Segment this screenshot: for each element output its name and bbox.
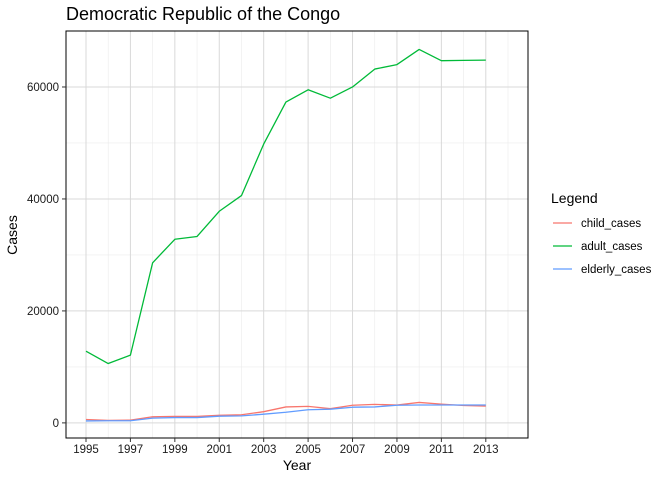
y-axis-title: Cases	[4, 215, 20, 255]
plot-area	[66, 31, 528, 438]
x-tick-label: 2005	[295, 444, 321, 456]
panel-border	[65, 30, 529, 439]
plot-background	[66, 31, 528, 438]
y-axis: 0 20000 40000 60000	[27, 82, 66, 430]
y-tick-label: 40000	[27, 194, 59, 206]
panel-frame	[65, 30, 529, 439]
series-line-adult_cases	[85, 48, 486, 365]
y-tick-label: 0	[53, 418, 59, 430]
x-tick-label: 2001	[206, 444, 232, 456]
legend-label-child_cases: child_cases	[581, 218, 641, 230]
x-axis: 1995 1997 1999 2001 2003 2005 2007 2009 2011 2013	[73, 438, 499, 456]
chart-title: Democratic Republic of the Congo	[66, 4, 340, 24]
legend: Legend child_cases adult_cases elderly_cas…	[551, 190, 652, 276]
x-tick-label: 1999	[162, 444, 188, 456]
series-line-elderly_cases	[85, 404, 486, 422]
gridlines	[66, 31, 528, 438]
legend-title: Legend	[551, 190, 598, 206]
x-tick-label: 2003	[251, 444, 277, 456]
x-tick-label: 2011	[429, 444, 454, 456]
x-tick-label: 2013	[473, 444, 499, 456]
y-tick-label: 60000	[27, 82, 59, 94]
series-lines	[85, 48, 486, 422]
x-axis-title: Year	[283, 457, 312, 473]
x-tick-label: 1997	[118, 444, 144, 456]
x-tick-label: 1995	[73, 444, 99, 456]
legend-label-adult_cases: adult_cases	[581, 241, 643, 253]
series-line-child_cases	[85, 401, 486, 422]
y-tick-label: 20000	[27, 306, 59, 318]
x-tick-label: 2009	[384, 444, 410, 456]
x-tick-label: 2007	[340, 444, 366, 456]
legend-label-elderly_cases: elderly_cases	[581, 264, 652, 276]
